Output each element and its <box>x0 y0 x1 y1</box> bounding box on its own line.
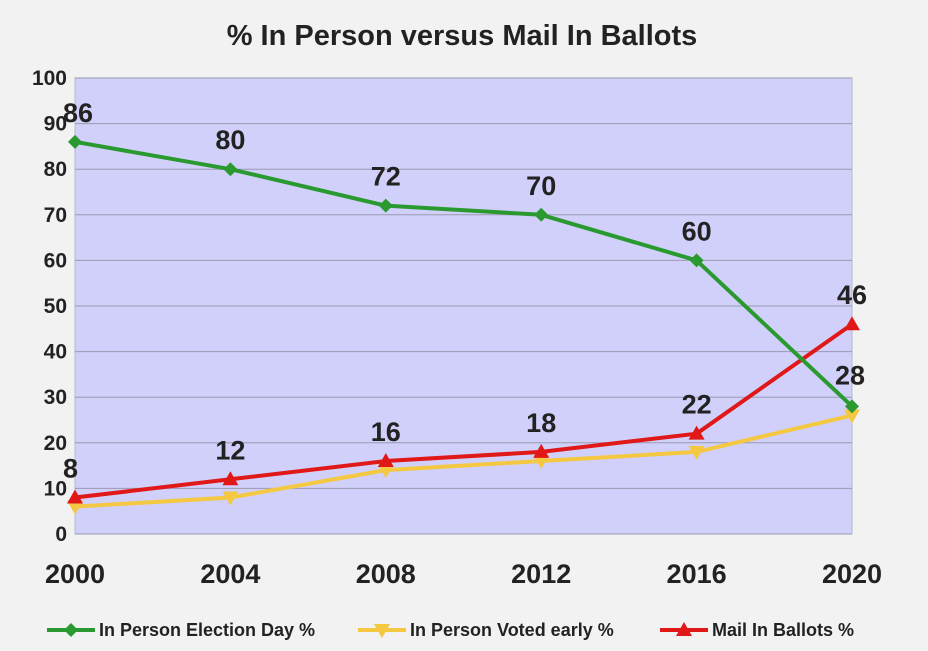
data-label: 72 <box>371 162 401 192</box>
series-line <box>74 139 854 408</box>
data-label: 60 <box>682 216 712 246</box>
x-tick-label: 2016 <box>667 559 727 589</box>
data-label: 12 <box>215 435 245 465</box>
legend-item: Mail In Ballots % <box>660 620 854 640</box>
series-0 <box>68 134 859 414</box>
data-point <box>222 471 239 486</box>
legend-item: In Person Voted early % <box>358 620 614 640</box>
y-tick-label: 40 <box>44 341 67 364</box>
y-tick-label: 0 <box>55 523 67 546</box>
data-point <box>844 316 860 331</box>
y-tick-label: 20 <box>44 432 67 455</box>
legend: In Person Election Day % In Person Voted … <box>47 620 854 640</box>
y-tick-label: 50 <box>44 295 67 318</box>
y-tick-label: 80 <box>44 158 67 181</box>
data-point <box>68 134 82 149</box>
data-point <box>222 491 239 506</box>
legend-label: In Person Election Day % <box>99 620 315 640</box>
data-point <box>377 464 394 479</box>
x-tick-label: 2020 <box>822 559 882 589</box>
data-point <box>67 500 83 515</box>
data-point <box>844 409 860 424</box>
data-point <box>223 162 238 177</box>
data-label: 86 <box>63 98 93 128</box>
data-point <box>533 443 550 458</box>
y-tick-label: 100 <box>32 67 67 90</box>
x-tick-label: 2012 <box>511 559 571 589</box>
data-label: 8 <box>63 454 78 484</box>
y-tick-label: 90 <box>44 113 67 136</box>
series-2 <box>67 316 860 504</box>
y-tick-label: 70 <box>44 204 67 227</box>
data-point <box>676 622 692 636</box>
data-point <box>64 623 78 637</box>
data-point <box>534 207 549 222</box>
data-point <box>374 624 390 638</box>
legend-label: Mail In Ballots % <box>712 620 854 640</box>
data-point <box>845 399 859 414</box>
data-point <box>688 445 705 460</box>
axes: 0 10 20 30 40 50 60 70 80 90 100 2000 2004 2008 2012 20… <box>32 67 882 589</box>
data-label: 28 <box>835 360 865 390</box>
data-label: 16 <box>371 417 401 447</box>
series-layer <box>67 134 860 515</box>
data-labels: 86 80 72 70 60 28 8 12 16 18 22 46 <box>63 98 867 484</box>
y-tick-label: 60 <box>44 249 67 272</box>
series-1 <box>67 409 860 515</box>
data-label: 80 <box>215 125 245 155</box>
data-point <box>377 453 394 468</box>
legend-item: In Person Election Day % <box>47 620 315 640</box>
data-label: 70 <box>526 171 556 201</box>
data-point <box>378 198 393 213</box>
y-tick-label: 30 <box>44 386 67 409</box>
data-point <box>533 455 550 470</box>
legend-label: In Person Voted early % <box>410 620 614 640</box>
y-tick-label: 10 <box>44 477 67 500</box>
data-label: 18 <box>526 408 556 438</box>
data-point <box>688 425 705 440</box>
x-tick-label: 2000 <box>45 559 105 589</box>
x-tick-label: 2008 <box>356 559 416 589</box>
data-point <box>689 253 704 268</box>
data-point <box>67 489 83 504</box>
gridlines <box>75 77 852 535</box>
chart-title: % In Person versus Mail In Ballots <box>227 20 698 52</box>
data-label: 46 <box>837 280 867 310</box>
x-tick-label: 2004 <box>200 559 260 589</box>
data-label: 22 <box>682 390 712 420</box>
series-line <box>74 322 854 500</box>
series-line <box>74 413 853 509</box>
